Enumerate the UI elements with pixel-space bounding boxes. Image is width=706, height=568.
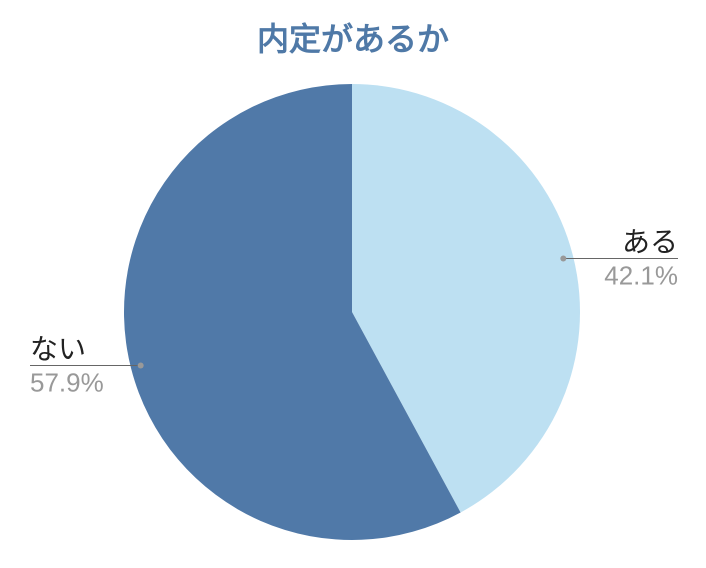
chart-title: 内定があるか <box>257 21 449 57</box>
leader-dot <box>137 362 144 369</box>
slice-label: ない <box>30 334 86 365</box>
value-label: 57.9% <box>30 368 104 398</box>
leader-dot <box>560 255 567 262</box>
pie-slice <box>352 84 580 513</box>
value-label: 42.1% <box>604 260 678 290</box>
slice-label: ある <box>622 226 678 257</box>
pie-slice <box>123 84 461 541</box>
